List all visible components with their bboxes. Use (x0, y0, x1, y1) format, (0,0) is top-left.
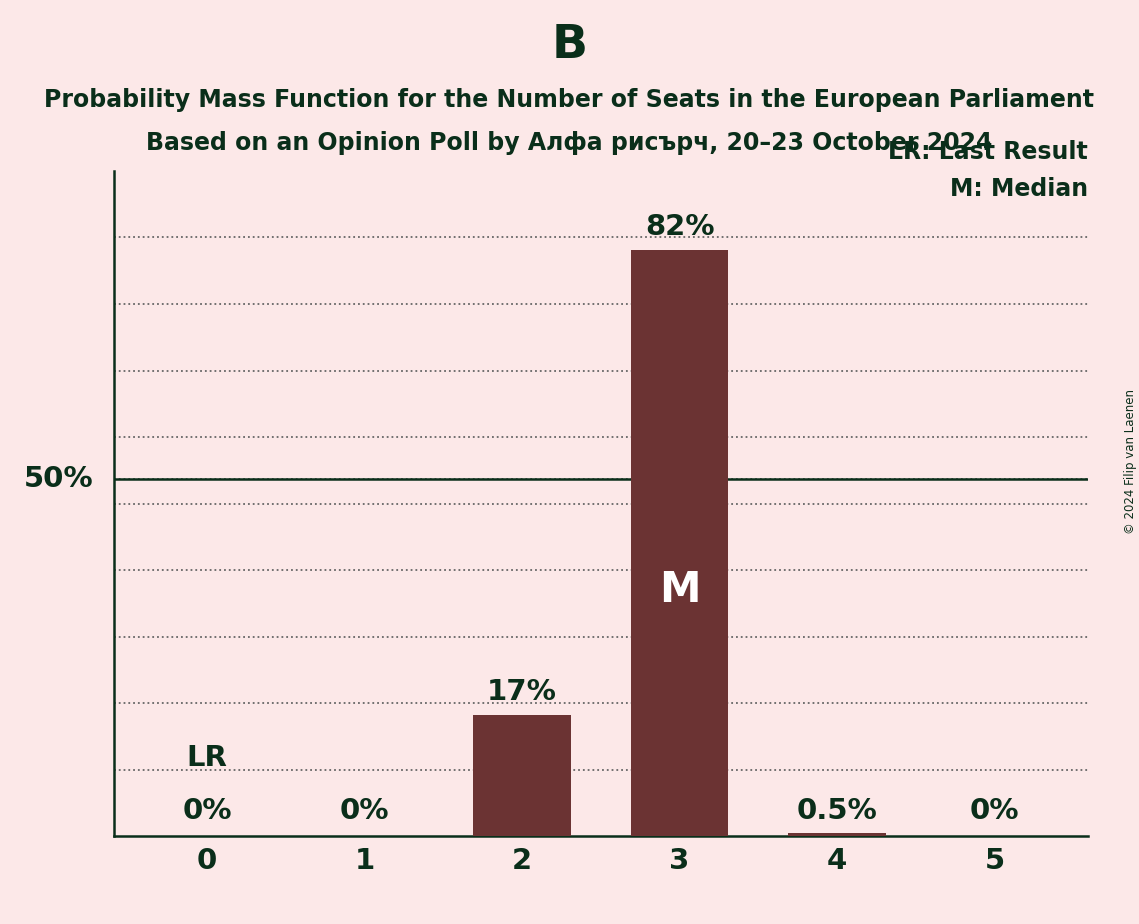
Bar (788, 833, 886, 836)
Text: 50%: 50% (24, 465, 93, 492)
Text: 0%: 0% (339, 797, 390, 825)
Text: 17%: 17% (487, 678, 557, 706)
Text: Based on an Opinion Poll by Алфа рисърч, 20–23 October 2024: Based on an Opinion Poll by Алфа рисърч,… (146, 131, 993, 155)
Bar (473, 714, 571, 836)
Text: 82%: 82% (645, 213, 714, 241)
Bar (631, 249, 729, 836)
Text: M: M (658, 569, 700, 611)
Text: 0%: 0% (182, 797, 231, 825)
Text: 0%: 0% (970, 797, 1019, 825)
Text: M: Median: M: Median (950, 176, 1088, 201)
Text: © 2024 Filip van Laenen: © 2024 Filip van Laenen (1124, 390, 1137, 534)
Text: LR: Last Result: LR: Last Result (888, 140, 1088, 164)
Text: Probability Mass Function for the Number of Seats in the European Parliament: Probability Mass Function for the Number… (44, 88, 1095, 112)
Text: 0.5%: 0.5% (797, 797, 877, 825)
Text: LR: LR (187, 744, 228, 772)
Text: B: B (551, 23, 588, 68)
